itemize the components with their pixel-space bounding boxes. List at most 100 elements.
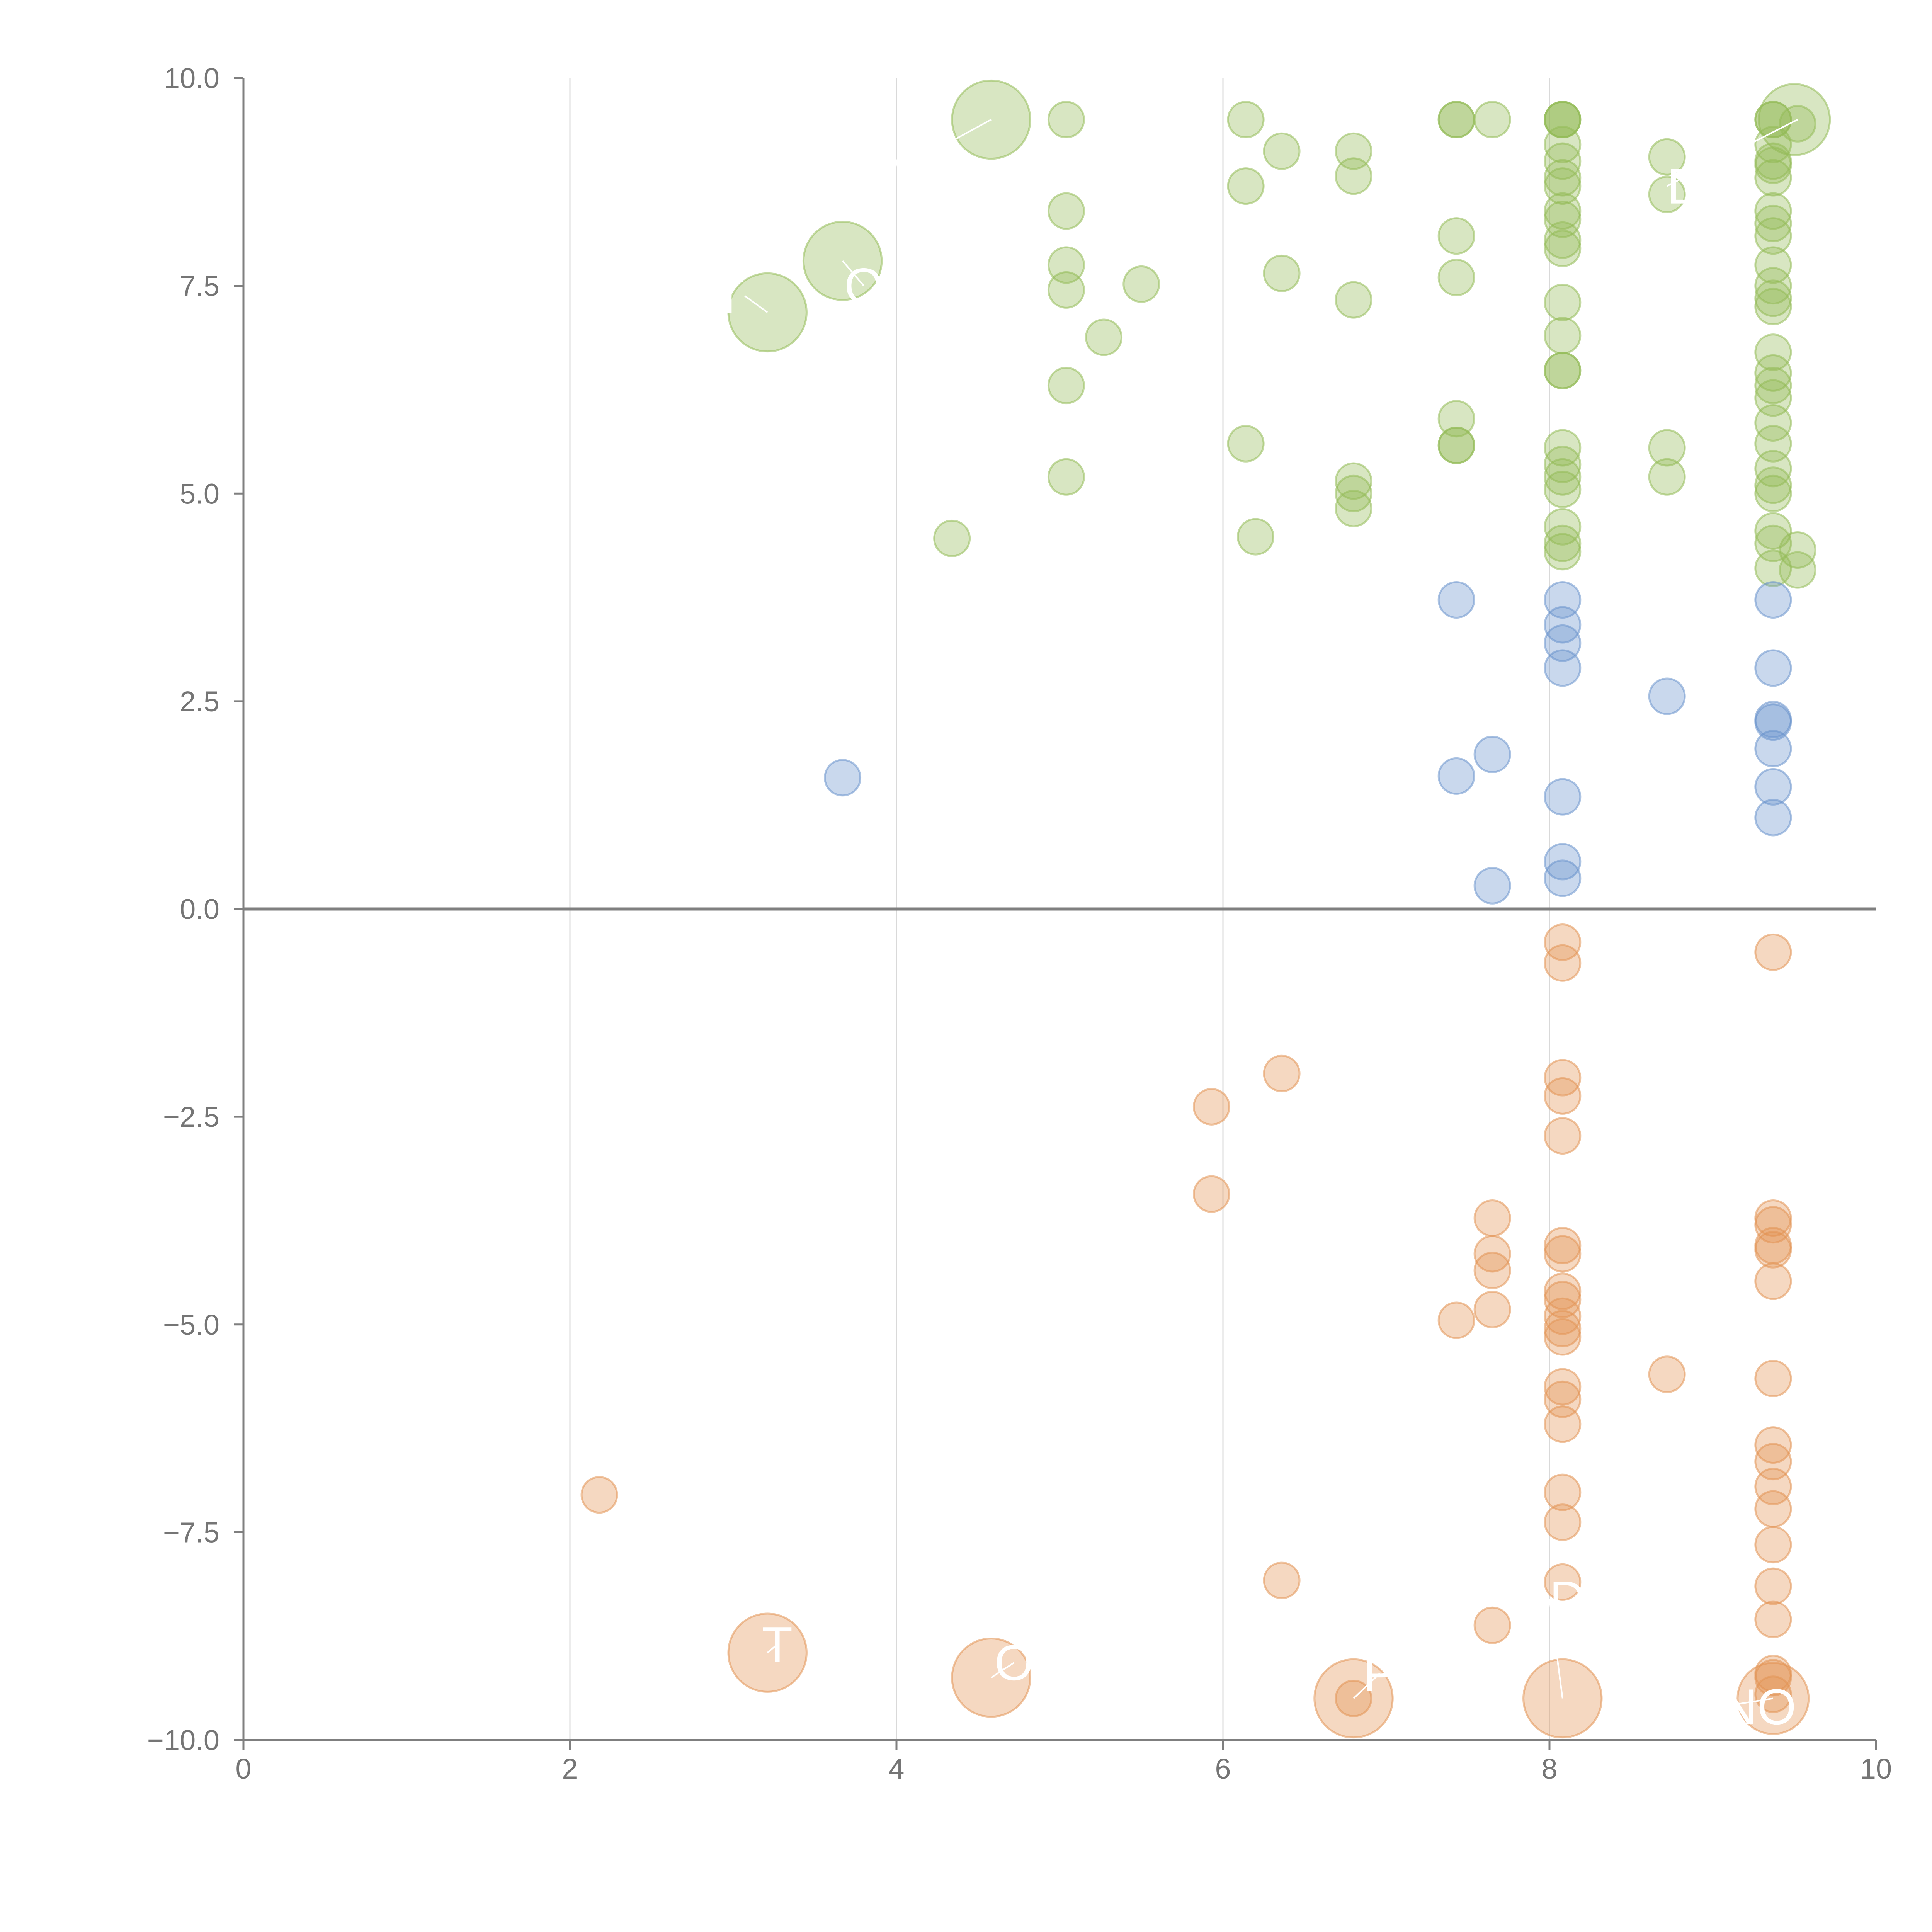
- data-point-orange: [1754, 1262, 1792, 1300]
- data-point-green: [1754, 204, 1792, 242]
- data-point-green: [1544, 524, 1582, 562]
- data-point-green: [1335, 474, 1372, 512]
- data-point-blue: [1544, 778, 1582, 816]
- data-point-orange: [1754, 1231, 1792, 1269]
- data-point-orange: [1754, 1468, 1792, 1505]
- data-point-orange: [1754, 1426, 1792, 1464]
- data-point-orange: [1754, 1526, 1792, 1564]
- data-point-green: [1754, 217, 1792, 255]
- data-point-orange: [1544, 944, 1582, 982]
- data-point-blue: [1437, 581, 1475, 619]
- data-point-blue: [1544, 649, 1582, 687]
- data-point-green: [1227, 425, 1265, 463]
- x-tick-label: 4: [888, 1753, 904, 1785]
- data-point-blue: [1754, 703, 1792, 741]
- data-point-green: [1544, 284, 1582, 321]
- data-point-green: [1754, 159, 1792, 197]
- data-point-blue: [1437, 757, 1475, 795]
- data-point-green: [933, 519, 971, 557]
- annotations: T O P DE T O P DO NO: [714, 119, 1798, 1735]
- annotation-leader: [1667, 119, 1798, 187]
- series-blue: [824, 581, 1792, 905]
- data-point-orange: [1544, 1297, 1582, 1335]
- data-point-orange: [1437, 1301, 1475, 1339]
- data-point-orange: [1544, 1310, 1582, 1348]
- data-point-orange: [1754, 1659, 1792, 1697]
- data-point-orange: [1544, 1117, 1582, 1155]
- data-point-orange: [1754, 1490, 1792, 1528]
- y-tick-label: 0.0: [180, 893, 219, 925]
- data-point-green: [1437, 400, 1475, 438]
- y-tick-label: 7.5: [180, 270, 219, 302]
- data-point-green: [1237, 518, 1274, 556]
- annotation-leader: [1549, 1599, 1563, 1699]
- data-point-orange: [1544, 1281, 1582, 1318]
- data-point-green: [1754, 126, 1792, 163]
- data-point-orange: [1544, 1368, 1582, 1406]
- annotation-leader: [990, 1662, 1015, 1679]
- data-point-blue: [824, 759, 862, 797]
- data-point-green: [1544, 201, 1582, 238]
- data-point-green: [1779, 531, 1816, 569]
- data-point-blue: [1648, 677, 1686, 715]
- data-point-green: [1263, 132, 1301, 170]
- data-point-green: [1754, 279, 1792, 317]
- series-green: [727, 79, 1831, 589]
- data-point-orange: [1544, 1235, 1582, 1273]
- x-tick-label: 10: [1860, 1753, 1892, 1785]
- data-point-orange: [1263, 1561, 1301, 1599]
- data-point-orange: [1754, 1360, 1792, 1398]
- data-point-blue: [1544, 843, 1582, 881]
- data-point-green: [1648, 429, 1686, 467]
- annotation-label: P: [1363, 1645, 1396, 1702]
- data-point-green: [1335, 462, 1372, 500]
- data-point-orange: [1754, 1675, 1792, 1713]
- data-point-green: [1754, 267, 1792, 305]
- data-point-green: [1648, 138, 1686, 176]
- data-point-orange: [580, 1476, 618, 1514]
- data-point-green: [1544, 159, 1582, 197]
- data-point-orange: [1544, 1473, 1582, 1511]
- y-tick-label: −5.0: [163, 1309, 219, 1341]
- annotation-label: T: [762, 1616, 793, 1673]
- data-point-blue: [1754, 799, 1792, 837]
- data-point-green: [1047, 271, 1085, 309]
- data-point-green: [1437, 259, 1475, 296]
- data-point-green: [1544, 458, 1582, 496]
- data-point-blue: [1473, 867, 1511, 905]
- data-point-green: [1544, 221, 1582, 259]
- data-point-green: [1122, 265, 1160, 303]
- data-point-green: [1754, 474, 1792, 512]
- data-point-green: [1335, 490, 1372, 527]
- data-point-green: [1473, 101, 1511, 139]
- data-point-green: [1544, 470, 1582, 508]
- data-point-green: [1779, 105, 1816, 143]
- data-point-green: [1754, 146, 1792, 184]
- data-point-green: [1544, 533, 1582, 571]
- axes: 0 2 4 6 8 10 10.0 7.5 5.0 2.5 0.0 −2.5 −5.0 −7.5 −10.0: [147, 62, 1892, 1785]
- data-point-green: [1754, 246, 1792, 284]
- data-point-green: [1227, 167, 1265, 205]
- data-point-blue: [1754, 730, 1792, 767]
- data-point-orange: [1263, 1054, 1301, 1092]
- data-point-green: [1754, 466, 1792, 504]
- annotation-label: T: [714, 267, 745, 324]
- annotation-label: NO: [1721, 1679, 1796, 1735]
- data-point-green: [1754, 333, 1792, 371]
- data-point-green: [1263, 254, 1301, 292]
- data-point-green: [1544, 192, 1582, 230]
- data-point-green: [1754, 367, 1792, 405]
- y-tick-label: −10.0: [147, 1724, 219, 1756]
- data-point-green: [1047, 458, 1085, 496]
- data-point-orange: [1544, 1503, 1582, 1541]
- series-orange: [580, 923, 1810, 1739]
- x-tick-label: 0: [235, 1753, 251, 1785]
- data-point-orange: [1544, 923, 1582, 961]
- data-point-green: [1085, 318, 1123, 356]
- y-tick-label: 10.0: [164, 62, 219, 94]
- annotation-leader: [1353, 1673, 1380, 1699]
- annotation-label: O: [995, 1634, 1034, 1691]
- data-point-orange: [1473, 1199, 1511, 1237]
- y-tick-label: 5.0: [180, 478, 219, 510]
